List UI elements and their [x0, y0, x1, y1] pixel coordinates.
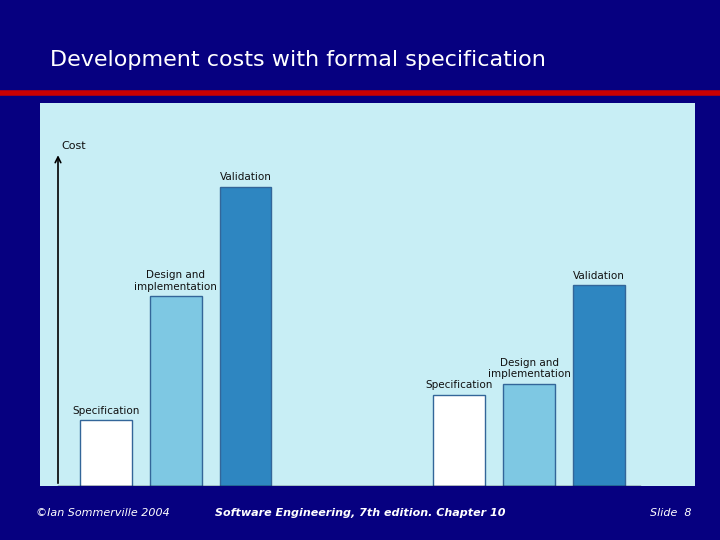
- Bar: [80, 420, 132, 486]
- Text: Validation: Validation: [573, 271, 625, 281]
- Text: ©Ian Sommerville 2004: ©Ian Sommerville 2004: [36, 508, 170, 518]
- Text: Design and
implementation: Design and implementation: [487, 358, 570, 380]
- Text: Design and
implementation: Design and implementation: [135, 270, 217, 292]
- Bar: [150, 296, 202, 486]
- Bar: [573, 285, 625, 486]
- Bar: [503, 384, 555, 486]
- Text: Development costs with formal specification: Development costs with formal specificat…: [50, 50, 546, 70]
- Text: Specification: Specification: [426, 380, 493, 390]
- Text: Software Engineering, 7th edition. Chapter 10: Software Engineering, 7th edition. Chapt…: [215, 508, 505, 518]
- Text: Cost: Cost: [62, 140, 86, 151]
- Text: Validation: Validation: [220, 172, 271, 182]
- Bar: [220, 187, 271, 486]
- Text: Specification: Specification: [72, 406, 140, 416]
- Bar: [433, 395, 485, 486]
- Text: Slide  8: Slide 8: [649, 508, 691, 518]
